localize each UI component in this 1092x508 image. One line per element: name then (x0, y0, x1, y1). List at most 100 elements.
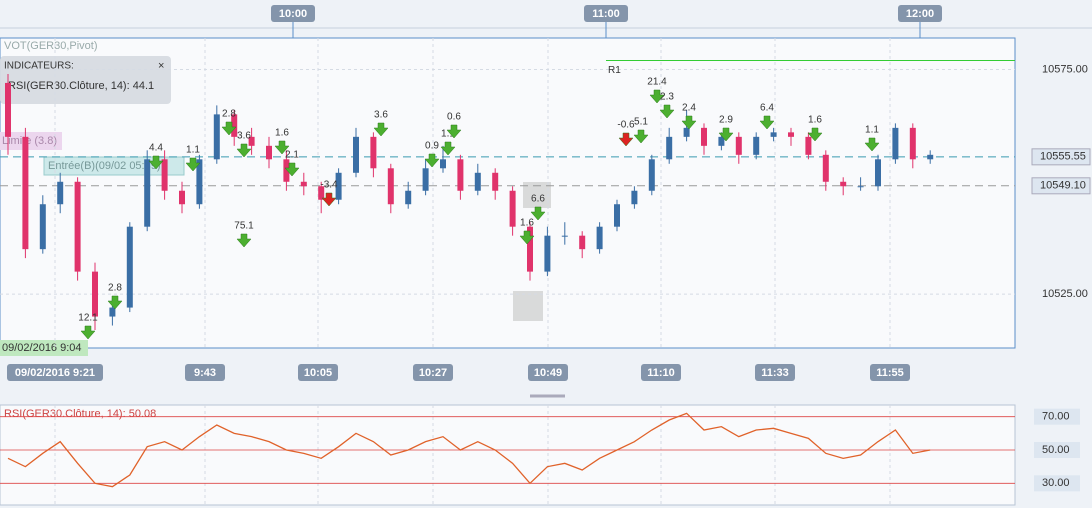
signal-arrow (530, 206, 546, 221)
candle-body (318, 186, 325, 200)
candle-body (92, 271, 98, 317)
signal-arrow (519, 230, 535, 245)
signal-label: 2.8 (108, 283, 122, 294)
candle-body (544, 235, 551, 272)
signal-arrow (681, 115, 697, 130)
time-chip (413, 364, 453, 381)
time-chip (641, 364, 681, 381)
rsi-plot (0, 404, 1016, 506)
signal-label: -3.4 (320, 180, 338, 191)
signal-arrow (148, 155, 164, 170)
candle-body (39, 204, 46, 250)
candle-body (266, 145, 272, 160)
candle-body (161, 159, 168, 191)
signal-label: 75.1 (234, 221, 254, 232)
rsi-line (7, 412, 931, 488)
signal-label: 3.6 (237, 131, 251, 142)
rsi-tick-label: 30.00 (1042, 477, 1070, 489)
candle-body (22, 136, 29, 250)
signal-arrow (649, 89, 665, 104)
candle-body (753, 136, 760, 155)
candle-body (457, 159, 464, 191)
signal-arrow (185, 157, 201, 172)
signal-arrow (440, 141, 456, 156)
price-tick-label: 10575.00 (1042, 63, 1088, 75)
rsi-tick-label: 70.00 (1042, 411, 1070, 423)
signal-arrow (759, 115, 775, 130)
highlight (523, 182, 551, 208)
price-tick-label: 10525.00 (1042, 288, 1088, 300)
signal-label: 12.1 (78, 313, 98, 324)
candle-body (892, 127, 899, 160)
candle-body (353, 136, 359, 173)
main-title: VOT(GER30,Pivot) (4, 40, 98, 52)
level-chip (1031, 177, 1091, 195)
signal-arrow (446, 124, 462, 139)
candle-body (231, 114, 238, 137)
candle-body (213, 114, 220, 160)
signal-label: 4.4 (149, 143, 163, 154)
rsi-title: RSI(GER30.Clôture, 14): 50.08 (4, 408, 156, 420)
candle-body (196, 159, 203, 205)
close-button[interactable]: × (158, 60, 164, 72)
indicator-item[interactable]: RSI(GER30.Clôture, 14): 44.1 (8, 80, 154, 92)
time-chip (185, 364, 225, 381)
signal-arrow (807, 127, 823, 142)
candle-body (509, 190, 516, 227)
signal-label: 2.8 (222, 109, 236, 120)
time-label: 10:27 (419, 367, 447, 379)
start-box (0, 340, 88, 356)
signal-label: 0.6 (447, 112, 461, 123)
signal-arrow (659, 104, 675, 119)
signal-label: 2.1 (285, 150, 299, 161)
signal-label: 2.9 (719, 115, 733, 126)
time-label: 9:43 (194, 367, 216, 379)
candle-body (144, 159, 151, 227)
candle-body (440, 159, 446, 169)
signal-label: 1.6 (275, 128, 289, 139)
candle-body (596, 226, 603, 250)
highlight (513, 291, 543, 321)
candle-body (283, 159, 290, 182)
candle-body (109, 307, 116, 317)
signal-arrow (80, 325, 96, 340)
limit-box (0, 132, 62, 150)
candle-body (927, 154, 934, 160)
signal-label: 2.4 (682, 103, 696, 114)
candle-body (857, 186, 864, 188)
level-label: 10555.55 (1040, 151, 1086, 163)
time-label: 11:55 (876, 367, 904, 379)
signal-label: 6.6 (531, 194, 545, 205)
signal-label: 2.3 (660, 92, 674, 103)
candle-body (666, 136, 673, 160)
candle-body (579, 235, 586, 250)
signal-arrow (274, 140, 290, 155)
r1-label: R1 (608, 65, 621, 76)
toolbar-time: 11:00 (592, 8, 620, 20)
time-chip (584, 5, 628, 22)
signal-label: 5.1 (634, 117, 648, 128)
signal-label: 3.6 (374, 110, 388, 121)
candle-body (57, 181, 64, 205)
signal-arrow (284, 162, 300, 177)
signal-arrow (618, 132, 634, 147)
indicators-heading: INDICATEURS: (4, 61, 74, 72)
candle-body (561, 235, 568, 237)
signal-label: -0.6 (617, 120, 635, 131)
candle-body (614, 204, 620, 227)
signal-label: 1.6 (520, 218, 534, 229)
candle-body (788, 132, 794, 137)
signal-label: 21.4 (647, 77, 667, 88)
signal-arrow (373, 122, 389, 137)
candle-body (875, 159, 881, 187)
signal-label: 1.6 (808, 115, 822, 126)
candle-body (387, 168, 394, 205)
candle-body (805, 136, 812, 155)
time-label: 11:33 (761, 367, 789, 379)
time-chip (528, 364, 568, 381)
candle-body (822, 154, 829, 182)
signal-arrow (864, 137, 880, 152)
time-label: 10:05 (304, 367, 332, 379)
signal-arrow (236, 233, 252, 248)
